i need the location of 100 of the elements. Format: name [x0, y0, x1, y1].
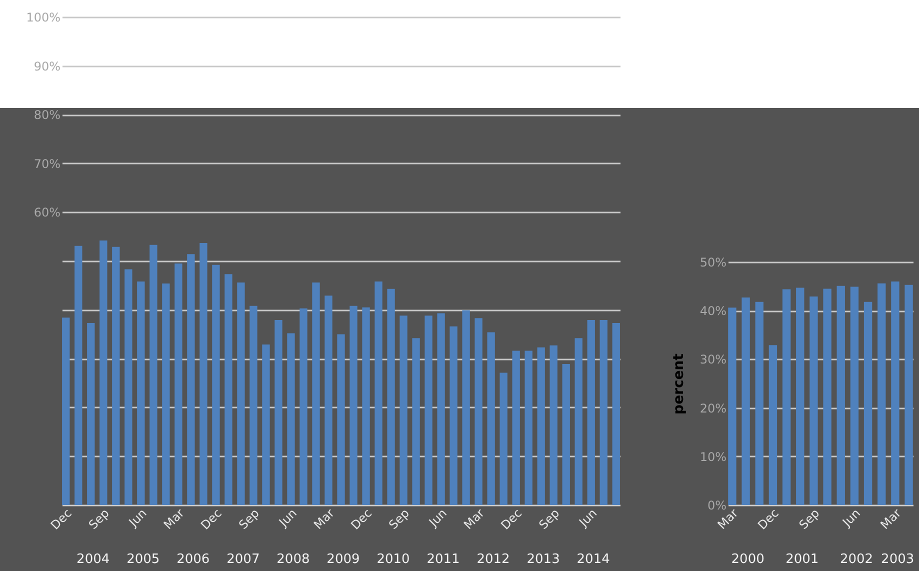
- text: 2003: [881, 552, 914, 567]
- text: 2006: [176, 552, 210, 567]
- bar: [287, 333, 295, 505]
- y-tick-label: 70%: [34, 156, 60, 171]
- bar: [612, 322, 620, 505]
- bar: [362, 307, 370, 505]
- y-tick-label: 100%: [26, 10, 60, 24]
- bar: [237, 282, 245, 505]
- y-tick-label: 40%: [700, 304, 726, 318]
- bar: [437, 313, 445, 505]
- bar: [224, 274, 232, 505]
- y-tick-label: 80%: [34, 108, 60, 122]
- bar: [262, 344, 270, 505]
- x-tick-label: Mar: [878, 506, 904, 532]
- y-tick-label: 0%: [707, 498, 726, 512]
- y-axis-title: percent: [670, 353, 687, 414]
- text: 2013: [526, 552, 560, 567]
- bar: [524, 350, 532, 505]
- x-tick-label: Jun: [839, 506, 863, 530]
- y-tick-label: 10%: [700, 450, 726, 464]
- text: 2002: [840, 552, 874, 567]
- x-tick-label: Sep: [86, 506, 112, 532]
- bar: [162, 283, 170, 505]
- bar: [387, 288, 395, 505]
- x-tick-label: Jun: [426, 506, 450, 530]
- bar: [755, 302, 764, 505]
- bar: [537, 347, 545, 505]
- bar: [512, 350, 520, 505]
- bar: [562, 364, 570, 505]
- bar: [74, 246, 82, 505]
- y-tick-label: 50%: [700, 256, 726, 270]
- y-tick-label: 90%: [34, 59, 60, 74]
- text: 2010: [376, 552, 410, 567]
- x-tick-label: Dec: [198, 506, 224, 532]
- bar: [823, 288, 832, 505]
- bar: [796, 288, 804, 505]
- x-tick-label: Dec: [755, 506, 782, 532]
- x-tick-label: Sep: [796, 506, 822, 532]
- bar: [450, 326, 458, 505]
- bar: [587, 320, 595, 505]
- text: 2009: [326, 552, 360, 567]
- bar: [412, 338, 420, 505]
- bar: [600, 320, 608, 505]
- y-tick-label: 60%: [34, 206, 60, 220]
- text: 2011: [426, 552, 460, 567]
- x-tick-label: Mar: [161, 506, 187, 532]
- bar: [350, 306, 358, 505]
- bar: [324, 296, 332, 505]
- bar: [424, 316, 432, 505]
- x-tick-label: Sep: [536, 506, 562, 532]
- bar: [312, 282, 320, 505]
- text: 2012: [476, 552, 510, 567]
- bar: [850, 286, 859, 505]
- text: 2014: [576, 552, 610, 567]
- bar: [300, 308, 308, 505]
- text: 2001: [786, 552, 819, 567]
- bar: [200, 242, 208, 505]
- bar: [337, 334, 345, 505]
- bar: [891, 281, 900, 505]
- bar: [100, 240, 108, 505]
- bar: [174, 263, 182, 505]
- bar: [864, 302, 872, 505]
- x-tick-label: Mar: [311, 506, 338, 532]
- text: 2000: [731, 552, 764, 567]
- bar: [112, 246, 120, 505]
- bar: [212, 264, 220, 505]
- x-tick-label: Dec: [348, 506, 374, 532]
- bar: [462, 310, 470, 505]
- text: 2008: [276, 552, 310, 567]
- bar: [742, 297, 750, 505]
- bar: [250, 306, 258, 505]
- x-tick-label: Dec: [498, 506, 525, 532]
- bar: [374, 281, 382, 505]
- bar: [487, 332, 495, 505]
- x-tick-label: Sep: [386, 506, 412, 532]
- bar: [574, 338, 582, 505]
- bar: [836, 286, 845, 505]
- bar: [124, 269, 132, 505]
- x-tick-label: Jun: [576, 506, 600, 530]
- bar: [62, 318, 70, 505]
- bar: [87, 322, 95, 505]
- bar: [274, 320, 282, 505]
- bar: [474, 318, 482, 505]
- x-tick-label: Mar: [461, 506, 488, 532]
- bar: [400, 316, 408, 505]
- y-tick-label: 20%: [700, 401, 726, 416]
- y-tick-label: 30%: [700, 352, 726, 367]
- bar: [150, 244, 158, 505]
- bar: [728, 308, 736, 505]
- text: 2004: [76, 552, 110, 567]
- bar: [550, 345, 558, 505]
- text: 2005: [126, 552, 160, 567]
- bar: [782, 289, 791, 505]
- bar: [904, 284, 913, 505]
- bar: [810, 296, 818, 505]
- text: 2007: [226, 552, 260, 567]
- x-tick-label: Sep: [236, 506, 262, 532]
- bar: [187, 254, 195, 505]
- bar: [878, 283, 886, 505]
- x-tick-label: Jun: [126, 506, 150, 530]
